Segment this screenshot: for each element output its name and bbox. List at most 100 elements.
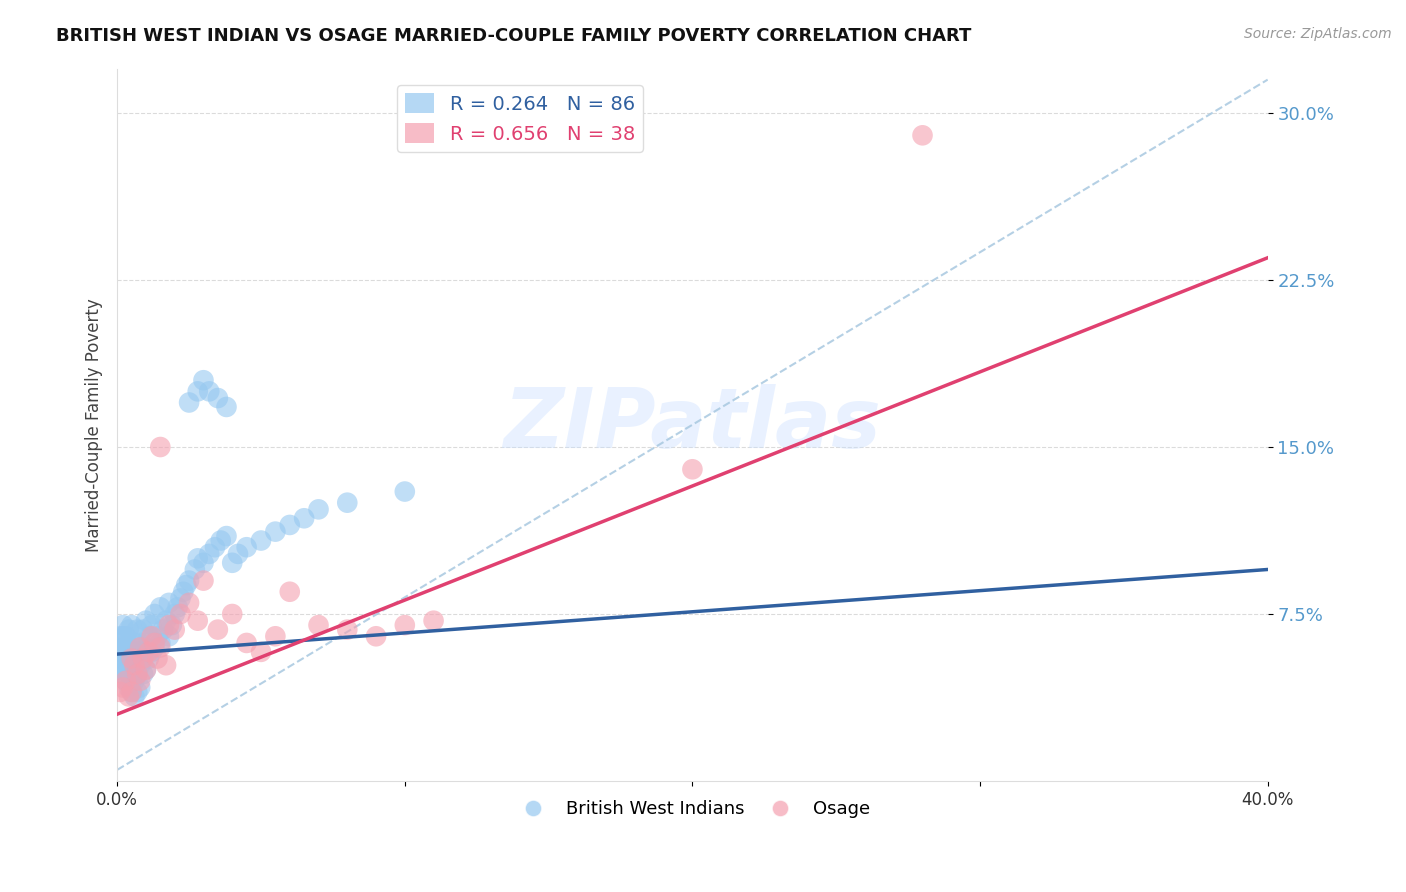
Point bbox=[124, 658, 146, 673]
Text: Source: ZipAtlas.com: Source: ZipAtlas.com bbox=[1244, 27, 1392, 41]
Point bbox=[114, 651, 136, 665]
Point bbox=[394, 618, 416, 632]
Point bbox=[138, 645, 160, 659]
Point bbox=[166, 600, 188, 615]
Point bbox=[121, 640, 143, 655]
Point bbox=[124, 636, 146, 650]
Point bbox=[163, 607, 186, 621]
Point bbox=[108, 651, 131, 665]
Point bbox=[157, 596, 180, 610]
Point bbox=[157, 629, 180, 643]
Point bbox=[184, 562, 207, 576]
Point bbox=[177, 395, 200, 409]
Point bbox=[132, 623, 155, 637]
Point bbox=[141, 645, 163, 659]
Point bbox=[146, 629, 169, 643]
Point bbox=[108, 629, 131, 643]
Point bbox=[264, 629, 287, 643]
Point bbox=[264, 524, 287, 539]
Point bbox=[135, 614, 157, 628]
Point bbox=[187, 384, 209, 399]
Point bbox=[149, 640, 172, 655]
Point bbox=[121, 685, 143, 699]
Point bbox=[193, 373, 215, 387]
Point bbox=[118, 623, 141, 637]
Text: ZIPatlas: ZIPatlas bbox=[503, 384, 882, 466]
Point bbox=[364, 629, 387, 643]
Point bbox=[132, 645, 155, 659]
Point bbox=[127, 685, 149, 699]
Point bbox=[292, 511, 315, 525]
Point bbox=[111, 645, 134, 659]
Point bbox=[111, 681, 134, 695]
Point bbox=[114, 663, 136, 677]
Point bbox=[209, 533, 232, 548]
Point bbox=[143, 640, 166, 655]
Point bbox=[226, 547, 249, 561]
Point bbox=[278, 518, 301, 533]
Point bbox=[127, 623, 149, 637]
Point bbox=[308, 618, 330, 632]
Point bbox=[911, 128, 934, 143]
Point bbox=[114, 673, 136, 688]
Point bbox=[155, 658, 177, 673]
Point bbox=[141, 629, 163, 643]
Point bbox=[111, 667, 134, 681]
Point bbox=[163, 623, 186, 637]
Point bbox=[308, 502, 330, 516]
Point bbox=[235, 540, 257, 554]
Point bbox=[111, 618, 134, 632]
Point bbox=[250, 533, 273, 548]
Point bbox=[118, 690, 141, 704]
Point bbox=[174, 578, 197, 592]
Point bbox=[177, 574, 200, 588]
Point bbox=[187, 551, 209, 566]
Point bbox=[278, 584, 301, 599]
Point bbox=[204, 540, 226, 554]
Point bbox=[138, 629, 160, 643]
Point bbox=[108, 663, 131, 677]
Point bbox=[129, 658, 152, 673]
Point bbox=[129, 673, 152, 688]
Point bbox=[157, 618, 180, 632]
Point bbox=[198, 384, 221, 399]
Point bbox=[177, 596, 200, 610]
Point bbox=[143, 607, 166, 621]
Point bbox=[114, 673, 136, 688]
Point bbox=[124, 651, 146, 665]
Point bbox=[108, 685, 131, 699]
Point bbox=[114, 629, 136, 643]
Point bbox=[127, 645, 149, 659]
Point bbox=[235, 636, 257, 650]
Point bbox=[121, 658, 143, 673]
Point bbox=[108, 636, 131, 650]
Point bbox=[135, 663, 157, 677]
Point bbox=[108, 645, 131, 659]
Point bbox=[336, 496, 359, 510]
Point bbox=[121, 651, 143, 665]
Point bbox=[250, 645, 273, 659]
Point bbox=[114, 640, 136, 655]
Point bbox=[118, 681, 141, 695]
Point bbox=[118, 640, 141, 655]
Point bbox=[124, 673, 146, 688]
Point bbox=[129, 681, 152, 695]
Point bbox=[193, 556, 215, 570]
Point bbox=[207, 391, 229, 405]
Point bbox=[138, 651, 160, 665]
Point bbox=[135, 640, 157, 655]
Point bbox=[146, 651, 169, 665]
Point bbox=[187, 614, 209, 628]
Point bbox=[111, 629, 134, 643]
Legend: British West Indians, Osage: British West Indians, Osage bbox=[508, 793, 877, 825]
Point bbox=[127, 667, 149, 681]
Point bbox=[132, 667, 155, 681]
Point bbox=[149, 636, 172, 650]
Point bbox=[118, 651, 141, 665]
Point bbox=[149, 600, 172, 615]
Point bbox=[215, 529, 238, 543]
Point bbox=[169, 591, 191, 606]
Point bbox=[155, 614, 177, 628]
Point bbox=[111, 658, 134, 673]
Text: BRITISH WEST INDIAN VS OSAGE MARRIED-COUPLE FAMILY POVERTY CORRELATION CHART: BRITISH WEST INDIAN VS OSAGE MARRIED-COU… bbox=[56, 27, 972, 45]
